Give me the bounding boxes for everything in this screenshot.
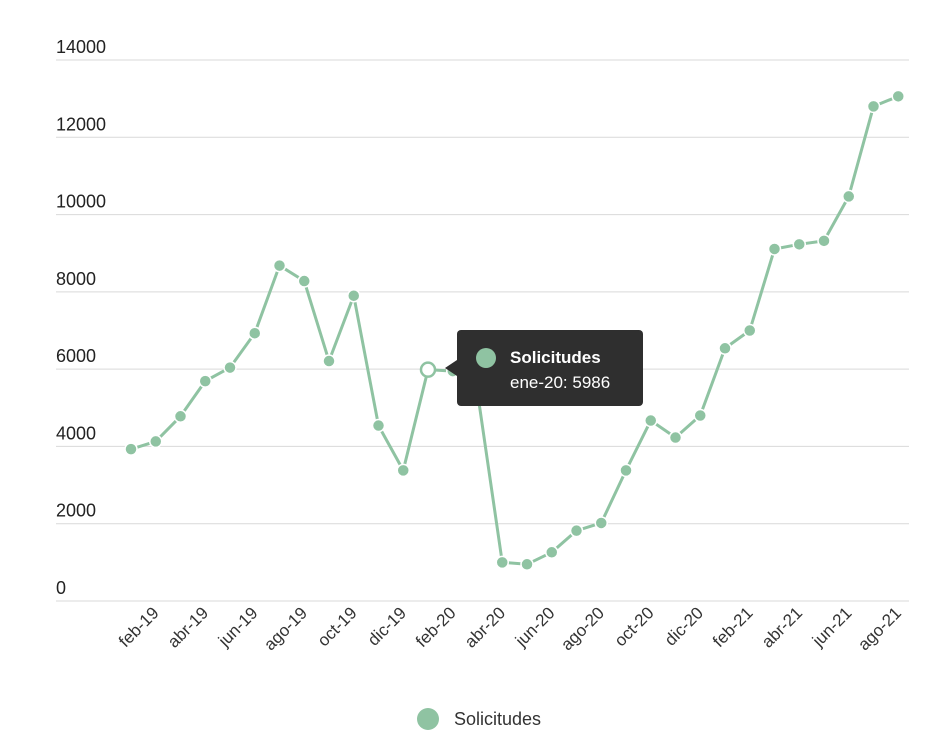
data-point[interactable] <box>297 274 311 288</box>
x-tick-label: jun-21 <box>808 603 856 651</box>
series-solicitudes <box>124 89 905 572</box>
data-point[interactable] <box>371 418 386 433</box>
tooltip-series-marker <box>476 348 496 368</box>
y-tick-label: 2000 <box>56 501 96 521</box>
x-tick-label: abr-19 <box>164 603 212 651</box>
data-point[interactable] <box>866 99 881 114</box>
y-tick-label: 14000 <box>56 37 106 57</box>
data-point[interactable] <box>668 430 683 445</box>
legend[interactable]: Solicitudes <box>417 708 541 730</box>
x-tick-label: abr-20 <box>461 603 509 651</box>
x-tick-label: ago-21 <box>854 603 905 654</box>
x-tick-label: jun-20 <box>511 603 559 651</box>
data-point[interactable] <box>495 555 509 570</box>
data-point[interactable] <box>619 463 633 478</box>
data-point[interactable] <box>396 463 410 478</box>
data-point[interactable] <box>594 516 608 530</box>
data-point[interactable] <box>891 89 905 104</box>
y-tick-label: 4000 <box>56 423 96 443</box>
y-tick-label: 0 <box>56 578 66 598</box>
data-point[interactable] <box>817 234 831 248</box>
data-point[interactable] <box>124 442 138 456</box>
data-point[interactable] <box>792 237 806 252</box>
tooltip-series-name: Solicitudes <box>510 348 601 367</box>
legend-marker[interactable] <box>417 708 439 730</box>
data-point[interactable] <box>272 258 287 273</box>
data-point[interactable] <box>545 545 559 560</box>
data-point[interactable] <box>693 408 707 423</box>
data-point[interactable] <box>248 326 262 340</box>
data-point[interactable] <box>322 354 336 368</box>
x-tick-label: oct-20 <box>611 603 658 650</box>
series-line <box>130 94 899 566</box>
data-point[interactable] <box>223 360 237 375</box>
tooltip: Solicitudes ene-20: 5986 <box>445 330 643 406</box>
tooltip-value: ene-20: 5986 <box>510 373 610 392</box>
x-tick-label: abr-21 <box>758 603 806 651</box>
data-point[interactable] <box>644 413 658 428</box>
x-tick-label: feb-20 <box>412 603 460 651</box>
tooltip-pointer <box>445 360 457 376</box>
data-point[interactable] <box>767 242 782 256</box>
data-point[interactable] <box>173 409 188 424</box>
x-tick-label: dic-19 <box>364 603 410 649</box>
data-point-hovered[interactable] <box>419 361 437 378</box>
data-point[interactable] <box>520 557 534 572</box>
y-axis-ticks: 0 2000 4000 6000 8000 10000 12000 14000 <box>56 37 106 598</box>
x-tick-label: ago-20 <box>557 603 608 654</box>
data-point[interactable] <box>842 189 856 204</box>
x-tick-label: oct-19 <box>314 603 361 650</box>
x-tick-label: jun-19 <box>214 603 262 651</box>
y-tick-label: 12000 <box>56 114 106 134</box>
x-tick-label: dic-20 <box>661 603 707 649</box>
data-point[interactable] <box>347 288 361 303</box>
legend-label[interactable]: Solicitudes <box>454 709 541 729</box>
data-point[interactable] <box>198 374 212 388</box>
y-tick-label: 6000 <box>56 346 96 366</box>
x-tick-label: feb-21 <box>709 603 757 651</box>
x-tick-label: feb-19 <box>115 603 163 651</box>
data-point[interactable] <box>743 323 757 338</box>
x-tick-label: ago-19 <box>260 603 311 654</box>
data-point[interactable] <box>569 523 584 538</box>
tooltip-background <box>457 330 643 406</box>
data-point[interactable] <box>149 434 163 449</box>
data-point[interactable] <box>718 341 732 356</box>
grid-lines <box>56 59 909 602</box>
y-tick-label: 10000 <box>56 192 106 212</box>
y-tick-label: 8000 <box>56 269 96 289</box>
